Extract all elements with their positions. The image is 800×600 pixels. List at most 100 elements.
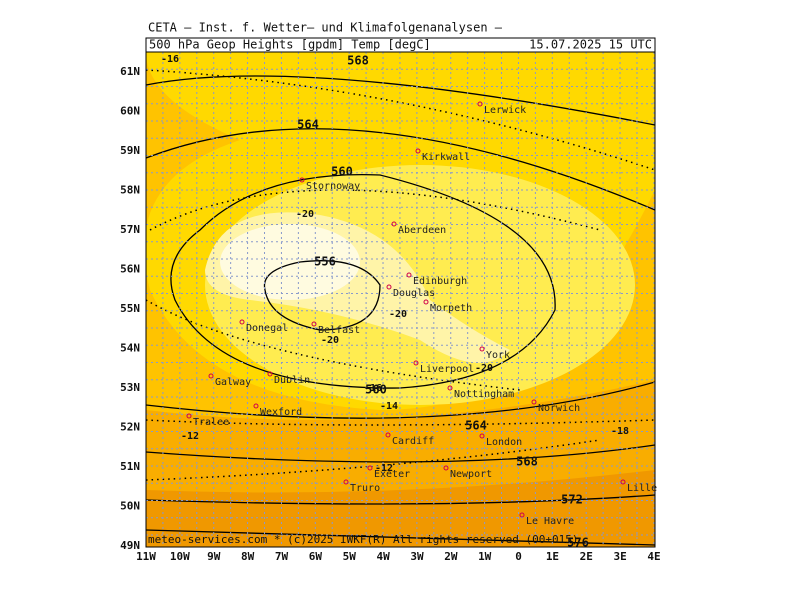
city-label: Norwich: [538, 403, 580, 414]
city-label: Belfast: [318, 325, 360, 336]
city-label: York: [486, 350, 510, 361]
product: 500 hPa Geop Heights [gpdm] Temp [degC]: [149, 38, 431, 52]
height-label: 564: [465, 419, 487, 433]
city-label: Nottingham: [454, 389, 514, 400]
city-label: Morpeth: [430, 303, 472, 314]
city-label: Newport: [450, 469, 492, 480]
city-label: Lille: [627, 483, 657, 494]
city-label: Dublin: [274, 375, 310, 386]
city-label: Kirkwall: [422, 152, 470, 163]
cities: Lerwick Kirkwall Stornoway Aberdeen Edinburg…: [186, 101, 657, 527]
city-marker: [391, 221, 397, 227]
city-marker: [447, 385, 453, 391]
lat-label: 59N: [120, 144, 140, 157]
band: [220, 224, 360, 300]
city-marker: [253, 403, 259, 409]
frame: [145, 51, 656, 548]
lon-label: 6W: [309, 550, 323, 563]
height-label: 564: [297, 118, 319, 132]
lat-label: 49N: [120, 539, 140, 552]
city-marker: [386, 284, 392, 290]
lon-label: 11W: [136, 550, 156, 563]
lon-label: 5W: [343, 550, 357, 563]
institute: CETA – Inst. f. Wetter– und Klimafolgena…: [148, 21, 503, 35]
lon-label: 10W: [170, 550, 190, 563]
city-marker: [267, 371, 273, 377]
lon-label: 7W: [275, 550, 289, 563]
temp-label: -20: [296, 209, 314, 220]
height-label: 568: [347, 54, 369, 68]
temp-label: -14: [380, 401, 398, 412]
lon-label: 1W: [478, 550, 492, 563]
lon-label: 3E: [614, 550, 627, 563]
lat-label: 53N: [120, 381, 140, 394]
height-label: 568: [516, 455, 538, 469]
city-marker: [343, 479, 349, 485]
city-marker: [531, 399, 537, 405]
city-label: Edinburgh: [413, 276, 467, 287]
temp-label: -12: [181, 431, 199, 442]
city-marker: [311, 321, 317, 327]
temp-label: -20: [389, 309, 407, 320]
lon-label: 9W: [207, 550, 221, 563]
temp-label: -20: [321, 335, 339, 346]
city-label: Liverpool: [420, 364, 474, 375]
city-label: Exeter: [374, 469, 410, 480]
city-label: Donegal: [246, 323, 288, 334]
city-marker: [519, 512, 525, 518]
height-label: 560: [365, 383, 387, 397]
lat-label: 51N: [120, 460, 140, 473]
city-marker: [186, 413, 192, 419]
city-marker: [239, 319, 245, 325]
height-label: 560: [331, 165, 353, 179]
lon-label: 0: [515, 550, 522, 563]
temp-label: -12: [375, 463, 393, 474]
lat-label: 56N: [120, 263, 140, 276]
city-label: Stornoway: [306, 181, 360, 192]
city-label: Truro: [350, 483, 380, 494]
city-label: Wexford: [260, 407, 302, 418]
lat-label: 58N: [120, 184, 140, 197]
city-label: Douglas: [393, 288, 435, 299]
city-marker: [385, 432, 391, 438]
city-marker: [620, 479, 626, 485]
lat-label: 61N: [120, 65, 140, 78]
lat-label: 52N: [120, 421, 140, 434]
fields: [146, 52, 655, 547]
lon-label: 2E: [580, 550, 593, 563]
city-label: Lerwick: [484, 105, 526, 116]
lat-label: 55N: [120, 302, 140, 315]
lon-label: 2W: [444, 550, 458, 563]
city-label: Le Havre: [526, 516, 574, 527]
lon-label: 4E: [647, 550, 660, 563]
temp-label: -18: [611, 426, 629, 437]
city-label: Tralee: [193, 417, 229, 428]
lon-label: 1E: [546, 550, 559, 563]
height-label: 556: [314, 255, 336, 269]
city-label: London: [486, 437, 522, 448]
city-label: Galway: [215, 377, 251, 388]
lat-label: 50N: [120, 500, 140, 513]
lon-label: 8W: [241, 550, 255, 563]
lat-label: 54N: [120, 342, 140, 355]
lon-label: 4W: [376, 550, 390, 563]
height-label: 576: [567, 536, 589, 550]
city-marker: [406, 272, 412, 278]
city-marker: [479, 346, 485, 352]
lat-label: 60N: [120, 105, 140, 118]
lat-label: 57N: [120, 223, 140, 236]
city-marker: [477, 101, 483, 107]
contour-labels: 568 564 560 556 560 564 568 572 576 -16 -20 -20 -20 -…: [161, 54, 629, 550]
lon-label: 3W: [410, 550, 424, 563]
temp-label: -16: [364, 383, 382, 394]
city-marker: [415, 148, 421, 154]
footer: meteo-services.com * (c)2025 IWKF(R) All…: [148, 533, 578, 546]
temp-label: -16: [161, 54, 179, 65]
temp-label: -20: [475, 363, 493, 374]
city-marker: [479, 433, 485, 439]
city-marker: [367, 465, 373, 471]
city-marker: [208, 373, 214, 379]
city-label: Aberdeen: [398, 225, 446, 236]
